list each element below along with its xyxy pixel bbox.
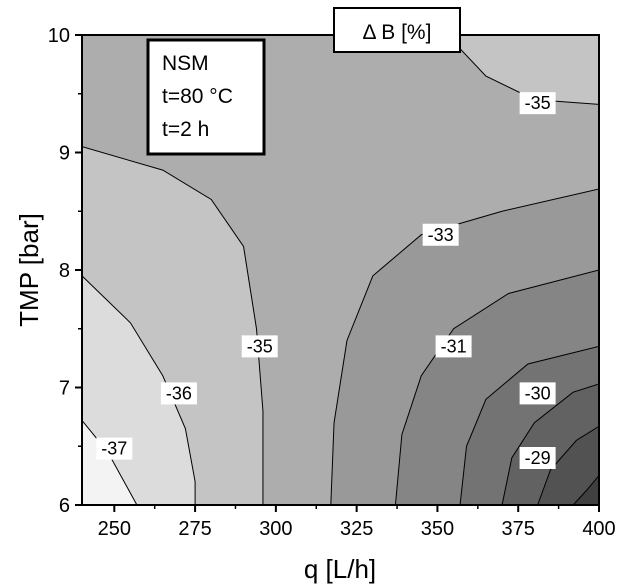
contour-label-bg-1 (160, 382, 197, 405)
contour-line-4 (446, 35, 599, 105)
contour-region-right-30 (537, 426, 599, 505)
contour-line-0 (82, 420, 138, 505)
x-tick-label-0: 250 (98, 518, 131, 540)
contour-region-right-29 (573, 475, 599, 505)
y-tick-label-2: 8 (59, 260, 70, 282)
contour-label-bg-4 (435, 335, 472, 358)
contour-label-bg-7 (519, 92, 556, 115)
x-tick-label-2: 300 (259, 518, 292, 540)
contour-label-3: -33 (428, 225, 454, 245)
contour-line-9 (572, 475, 599, 505)
contour-label-4: -31 (441, 336, 467, 356)
x-tick-label-4: 350 (421, 518, 454, 540)
contour-label-layer: -37 -36 -35 -33 -31 -30 -29 -35 (96, 92, 556, 469)
info-line-1: NSM (162, 52, 209, 75)
contour-region-left-37 (82, 420, 137, 505)
y-tick-label-3: 9 (59, 143, 70, 165)
y-tick-label-1: 7 (59, 378, 70, 400)
contour-label-bg-3 (422, 223, 459, 246)
x-axis: 250 275 300 325 350 375 400 (98, 505, 616, 540)
contour-region-top-right (447, 35, 599, 105)
y-axis-label: TMP [bar] (14, 213, 44, 327)
contour-label-bg-5 (519, 382, 556, 405)
info-box-frame (146, 38, 266, 156)
info-line-2: t=80 °C (162, 85, 233, 108)
contour-label-2: -35 (247, 336, 273, 356)
contour-label-7: -35 (525, 93, 551, 113)
contour-label-6: -29 (525, 448, 551, 468)
contour-line-7 (501, 383, 599, 505)
contour-line-6 (459, 345, 599, 505)
y-tick-label-4: 10 (48, 25, 70, 47)
contour-label-bg-6 (519, 447, 556, 469)
contour-line-2 (82, 146, 264, 505)
contour-line-3 (330, 188, 599, 505)
contour-label-0: -37 (101, 439, 127, 459)
x-tick-label-1: 275 (178, 518, 211, 540)
x-tick-label-6: 400 (582, 518, 615, 540)
contour-label-1: -36 (166, 383, 192, 403)
y-axis: 6 7 8 9 10 (48, 25, 82, 517)
x-tick-label-3: 325 (340, 518, 373, 540)
info-box: NSM t=80 °C t=2 h (146, 38, 266, 156)
z-label-box: Δ B [%] (333, 7, 461, 53)
info-line-3: t=2 h (162, 118, 209, 141)
contour-label-bg-0 (96, 437, 133, 460)
x-axis-label: q [L/h] (304, 554, 376, 584)
z-label-frame (333, 7, 461, 53)
y-tick-label-0: 6 (59, 495, 70, 517)
contour-label-5: -30 (525, 383, 551, 403)
x-tick-label-5: 375 (502, 518, 535, 540)
contour-line-8 (537, 425, 599, 505)
z-label-text: Δ B [%] (363, 21, 432, 44)
contour-label-bg-2 (241, 335, 278, 358)
